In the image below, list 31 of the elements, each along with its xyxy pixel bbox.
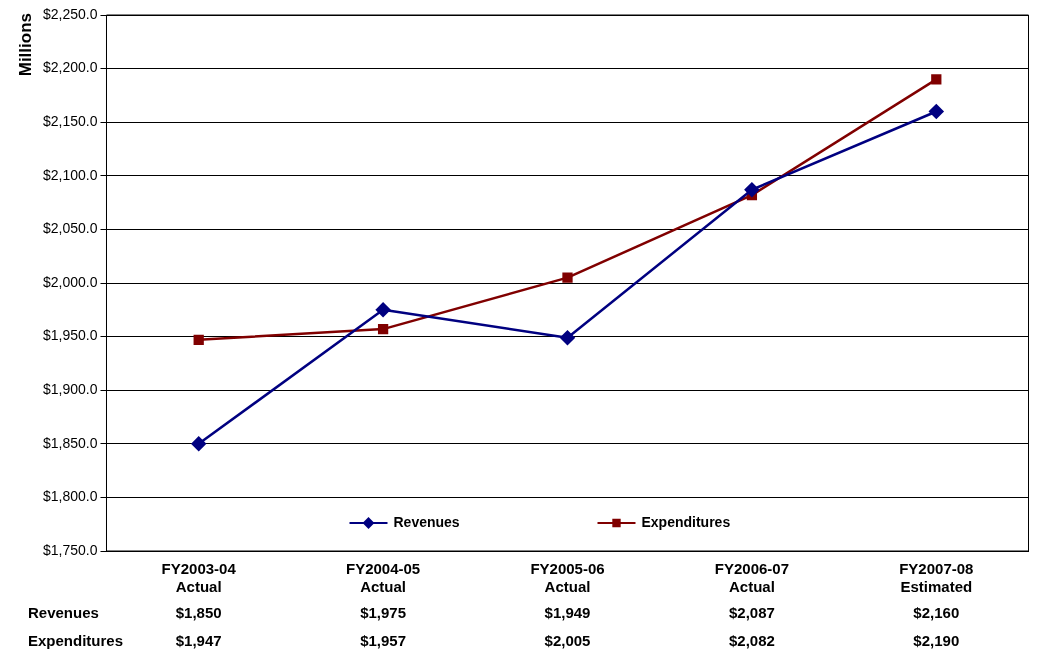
x-tick-label: FY2004-05 Actual bbox=[345, 560, 421, 596]
text: Revenues bbox=[28, 604, 99, 622]
y-tick-label: $2,250.0 bbox=[43, 5, 98, 22]
data-label: $1,947 bbox=[175, 632, 222, 650]
y-tick-label: $2,200.0 bbox=[43, 59, 98, 76]
x-tick-label: FY2003-04 Actual bbox=[161, 560, 237, 596]
x-tick-label: FY2005-06 Actual bbox=[530, 560, 605, 596]
y-tick-label: $2,000.0 bbox=[43, 273, 98, 290]
y-tick-label: $2,150.0 bbox=[43, 113, 98, 130]
y-tick-label: $1,800.0 bbox=[43, 488, 98, 505]
x-tick-label: FY2007-08 Estimated bbox=[899, 560, 974, 596]
x-tick-label: FY2006-07 Actual bbox=[714, 560, 790, 596]
text: Expenditures bbox=[28, 632, 124, 650]
data-label: $2,082 bbox=[728, 632, 775, 650]
data-label: $1,850 bbox=[175, 604, 222, 622]
data-label: $1,957 bbox=[360, 632, 407, 650]
data-label: $2,190 bbox=[913, 632, 960, 650]
y-tick-label: $2,050.0 bbox=[43, 220, 98, 237]
data-label: $2,160 bbox=[913, 604, 960, 622]
y-tick-label: $1,900.0 bbox=[43, 381, 98, 398]
legend-label: Revenues bbox=[393, 513, 460, 530]
y-tick-label: $1,750.0 bbox=[43, 541, 98, 558]
y-axis-title: Millions bbox=[15, 13, 35, 77]
y-tick-label: $2,100.0 bbox=[43, 166, 98, 183]
data-label: $2,005 bbox=[544, 632, 591, 650]
data-label: $2,087 bbox=[728, 604, 775, 622]
y-tick-label: $1,950.0 bbox=[43, 327, 98, 344]
legend-label: Expenditures bbox=[641, 513, 731, 530]
y-tick-label: $1,850.0 bbox=[43, 434, 98, 451]
data-label: $1,949 bbox=[544, 604, 591, 622]
data-label: $1,975 bbox=[360, 604, 407, 622]
